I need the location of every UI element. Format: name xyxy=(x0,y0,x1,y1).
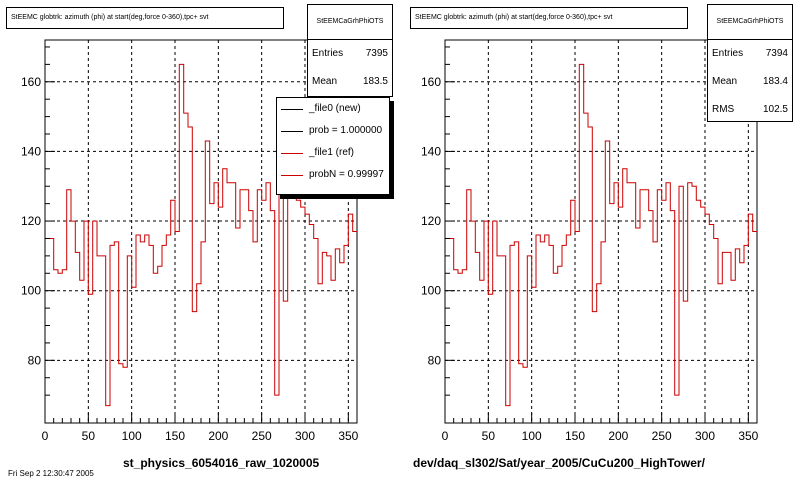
x-tick-label: 150 xyxy=(165,429,185,443)
legend-swatch xyxy=(281,153,303,154)
y-tick-label: 80 xyxy=(428,353,442,367)
y-tick-label: 160 xyxy=(21,75,41,89)
y-tick-label: 100 xyxy=(421,284,441,298)
x-tick-label: 0 xyxy=(442,429,449,443)
x-tick-label: 50 xyxy=(482,429,496,443)
x-tick-label: 250 xyxy=(252,429,272,443)
y-tick-label: 120 xyxy=(421,214,441,228)
timestamp: Fri Sep 2 12:30:47 2005 xyxy=(8,469,94,478)
x-tick-label: 200 xyxy=(208,429,228,443)
y-tick-label: 120 xyxy=(21,214,41,228)
legend-swatch xyxy=(281,175,303,176)
stats-name: StEEMCaGrhPhiOTS xyxy=(308,5,392,40)
stats-label: RMS xyxy=(712,104,735,115)
stats-label: Mean xyxy=(312,76,338,87)
histogram-series xyxy=(445,63,757,407)
stats-value: 183.4 xyxy=(762,76,788,87)
y-tick-label: 140 xyxy=(21,144,41,158)
legend-label: _file0 (new) xyxy=(309,103,361,114)
x-tick-label: 0 xyxy=(42,429,49,443)
legend-entry: probN = 0.99997 xyxy=(277,164,389,186)
x-tick-label: 250 xyxy=(652,429,672,443)
stats-value: 7394 xyxy=(765,48,788,59)
footer-label-left: st_physics_6054016_raw_1020005 xyxy=(123,456,320,470)
x-tick-label: 350 xyxy=(338,429,358,443)
histogram-title-left: StEEMC globtrk: azimuth (phi) at start(d… xyxy=(6,7,284,29)
stats-value: 102.5 xyxy=(762,104,788,115)
x-tick-label: 300 xyxy=(695,429,715,443)
legend-entry: _file1 (ref) xyxy=(277,142,389,164)
stats-row-mean: Mean 183.4 xyxy=(708,68,792,96)
y-tick-label: 160 xyxy=(421,75,441,89)
x-tick-label: 100 xyxy=(522,429,542,443)
legend-box: _file0 (new) prob = 1.000000 _file1 (ref… xyxy=(276,97,390,195)
x-tick-label: 200 xyxy=(608,429,628,443)
x-tick-label: 350 xyxy=(738,429,758,443)
histogram-series xyxy=(45,63,357,407)
x-tick-label: 150 xyxy=(565,429,585,443)
stats-label: Mean xyxy=(712,76,738,87)
stats-row-rms: RMS 102.5 xyxy=(708,96,792,124)
stats-box-left: StEEMCaGrhPhiOTS Entries 7395 Mean 183.5 xyxy=(307,4,393,97)
x-tick-label: 50 xyxy=(82,429,96,443)
stats-row-entries: Entries 7395 xyxy=(308,40,392,68)
stats-value: 183.5 xyxy=(362,76,388,87)
legend-entry: prob = 1.000000 xyxy=(277,120,389,142)
legend-swatch xyxy=(281,131,303,132)
stats-value: 7395 xyxy=(365,48,388,59)
stats-label: Entries xyxy=(712,48,744,59)
x-tick-label: 100 xyxy=(122,429,142,443)
footer-label-right: dev/daq_sl302/Sat/year_2005/CuCu200_High… xyxy=(413,456,705,470)
legend-entry: _file0 (new) xyxy=(277,98,389,120)
stats-box-right: StEEMCaGrhPhiOTS Entries 7394 Mean 183.4… xyxy=(707,4,793,122)
stats-name: StEEMCaGrhPhiOTS xyxy=(708,5,792,40)
y-tick-label: 80 xyxy=(28,353,42,367)
legend-label: prob = 1.000000 xyxy=(309,125,383,136)
y-tick-label: 140 xyxy=(421,144,441,158)
y-tick-label: 100 xyxy=(21,284,41,298)
stats-label: Entries xyxy=(312,48,344,59)
legend-swatch xyxy=(281,109,303,110)
legend-label: _file1 (ref) xyxy=(309,147,355,158)
legend-label: probN = 0.99997 xyxy=(309,169,384,180)
stats-row-entries: Entries 7394 xyxy=(708,40,792,68)
histogram-title-right: StEEMC globtrk: azimuth (phi) at start(d… xyxy=(410,7,688,29)
stats-row-mean: Mean 183.5 xyxy=(308,68,392,96)
x-tick-label: 300 xyxy=(295,429,315,443)
